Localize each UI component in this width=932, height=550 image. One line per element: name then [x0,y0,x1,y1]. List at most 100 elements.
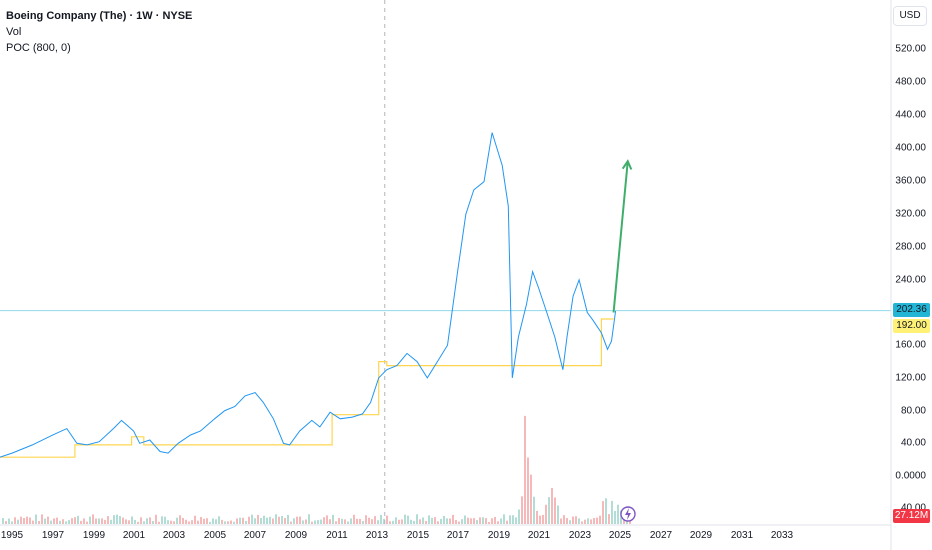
price-tick: 40.00 [900,502,926,514]
price-tick: 80.00 [900,405,926,417]
volume-bar [626,521,628,524]
time-tick: 2005 [203,530,227,541]
volume-bar [371,519,373,524]
price-scale[interactable]: 520.00 480.00 440.00 400.00 360.00 320.0… [891,0,932,525]
volume-bar [530,474,532,524]
volume-bar [467,517,469,524]
projection-arrow[interactable] [612,159,633,313]
currency-button[interactable]: USD [893,6,927,26]
chart-legend: Boeing Company (The) · 1W · NYSE Vol POC… [6,8,192,56]
volume-bar [131,516,133,524]
volume-bar [116,514,118,524]
time-tick: 2033 [770,530,794,541]
volume-bar [215,519,217,524]
legend-symbol[interactable]: Boeing Company (The) · 1W · NYSE [6,10,193,22]
price-tick: 280.00 [895,241,926,253]
volume-bar [500,518,502,524]
volume-bar [353,514,355,524]
volume-bar [179,515,181,524]
projection-arrow-head [621,159,633,170]
volume-bar [461,519,463,524]
time-tick: 2015 [406,530,430,541]
volume-bar [491,518,493,524]
volume-bar [479,517,481,524]
volume-bar [50,520,52,524]
volume-bar [542,514,544,524]
volume-bar [221,519,223,524]
volume-bar [554,497,556,524]
volume-bar [41,514,43,524]
volume-bar [260,518,262,524]
volume-bar [515,517,517,524]
volume-bar [212,518,214,524]
volume-bar [65,521,67,524]
volume-bar [374,516,376,524]
volume-bar [416,514,418,524]
volume-bar [161,516,163,524]
legend-volume[interactable]: Vol [6,26,22,38]
volume-bar [119,516,121,524]
lightning-icon[interactable] [620,506,636,522]
volume-bar [149,517,151,524]
volume-bar [341,518,343,524]
volume-bar [527,457,529,524]
volume-bar [344,519,346,524]
volume-bar [245,521,247,524]
volume-bar [287,514,289,524]
volume-bar [566,518,568,524]
volume-bar [251,514,253,524]
volume-bar [452,514,454,524]
projection-arrow-shaft [612,161,629,313]
price-tick: 40.00 [900,437,926,449]
volume-bar [407,515,409,524]
volume-bar [320,519,322,524]
price-tick: 440.00 [895,109,926,121]
volume-bar [383,518,385,524]
volume-bar [146,518,148,524]
volume-bar [152,521,154,524]
volume-bar [368,517,370,524]
volume-tag: 27.12M [893,509,930,523]
volume-bar [569,520,571,524]
volume-bar [59,520,61,524]
volume-bar [269,516,271,524]
volume-bar [218,516,220,524]
volume-bar [293,518,295,524]
volume-bar [110,519,112,524]
time-tick: 2007 [243,530,267,541]
volume-bar [308,514,310,524]
volume-bar [14,517,16,524]
volume-bar [611,500,613,524]
volume-bar [263,515,265,524]
volume-bar [107,516,109,524]
volume-bar [347,521,349,524]
volume-bar [482,517,484,524]
volume-bar [434,517,436,524]
volume-bar [191,520,193,524]
volume-bar [272,518,274,524]
price-tick: 480.00 [895,76,926,88]
volume-bar [362,521,364,524]
volume-bar [614,511,616,524]
volume-bar [164,516,166,524]
legend-poc[interactable]: POC (800, 0) [6,42,71,54]
volume-bar [71,518,73,524]
volume-bar [608,514,610,524]
volume-bar [590,519,592,524]
volume-bar [494,517,496,524]
price-tick: 160.00 [895,339,926,351]
volume-bar [155,514,157,524]
time-tick: 1995 [0,530,24,541]
volume-bar [404,514,406,524]
volume-bar [455,520,457,524]
volume-bar [536,510,538,524]
volume-bar [143,521,145,524]
volume-bar [512,515,514,524]
volume-bar [350,518,352,524]
volume-bar [182,518,184,524]
volume-bar [275,514,277,524]
volume-bar [47,516,49,524]
volume-bar [431,517,433,524]
volume-bar [533,496,535,524]
